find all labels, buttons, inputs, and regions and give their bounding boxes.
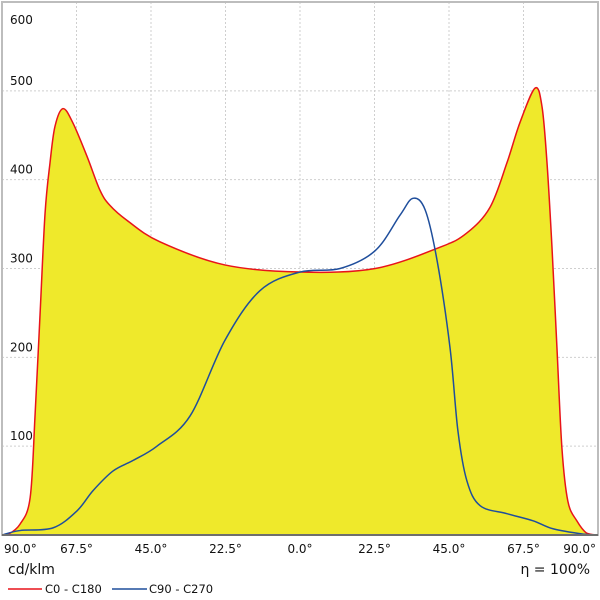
y-tick-label: 500 xyxy=(10,74,33,88)
x-tick-label: 45.0° xyxy=(135,542,168,556)
x-tick-label: 45.0° xyxy=(433,542,466,556)
x-tick-label: 67.5° xyxy=(60,542,93,556)
x-tick-label: 67.5° xyxy=(507,542,540,556)
x-tick-label: 22.5° xyxy=(358,542,391,556)
legend-label-c90: C90 - C270 xyxy=(149,582,213,596)
efficiency-label: η = 100% xyxy=(520,562,590,578)
y-tick-label: 100 xyxy=(10,429,33,443)
y-tick-label: 400 xyxy=(10,163,33,177)
x-tick-label: 0.0° xyxy=(287,542,312,556)
legend: C0 - C180 C90 - C270 xyxy=(8,582,213,596)
series-line-1 xyxy=(1,197,599,536)
y-tick-label: 300 xyxy=(10,252,33,266)
y-tick-label: 200 xyxy=(10,340,33,354)
series-fill-0 xyxy=(2,87,598,535)
series-layer xyxy=(1,86,599,536)
y-unit-label: cd/klm xyxy=(8,562,55,578)
x-tick-label: 22.5° xyxy=(209,542,242,556)
x-tick-labels: 90.0° 67.5° 45.0° 22.5° 0.0° 22.5° 45.0° 67.5° 9… xyxy=(4,542,596,556)
x-tick-label: 90.0° xyxy=(4,542,37,556)
legend-label-c0: C0 - C180 xyxy=(45,582,102,596)
y-tick-label: 600 xyxy=(10,13,33,27)
series-line-0 xyxy=(2,86,599,536)
y-tick-labels: 100 200 300 400 500 600 xyxy=(10,13,33,443)
x-tick-label: 90.0° xyxy=(563,542,596,556)
